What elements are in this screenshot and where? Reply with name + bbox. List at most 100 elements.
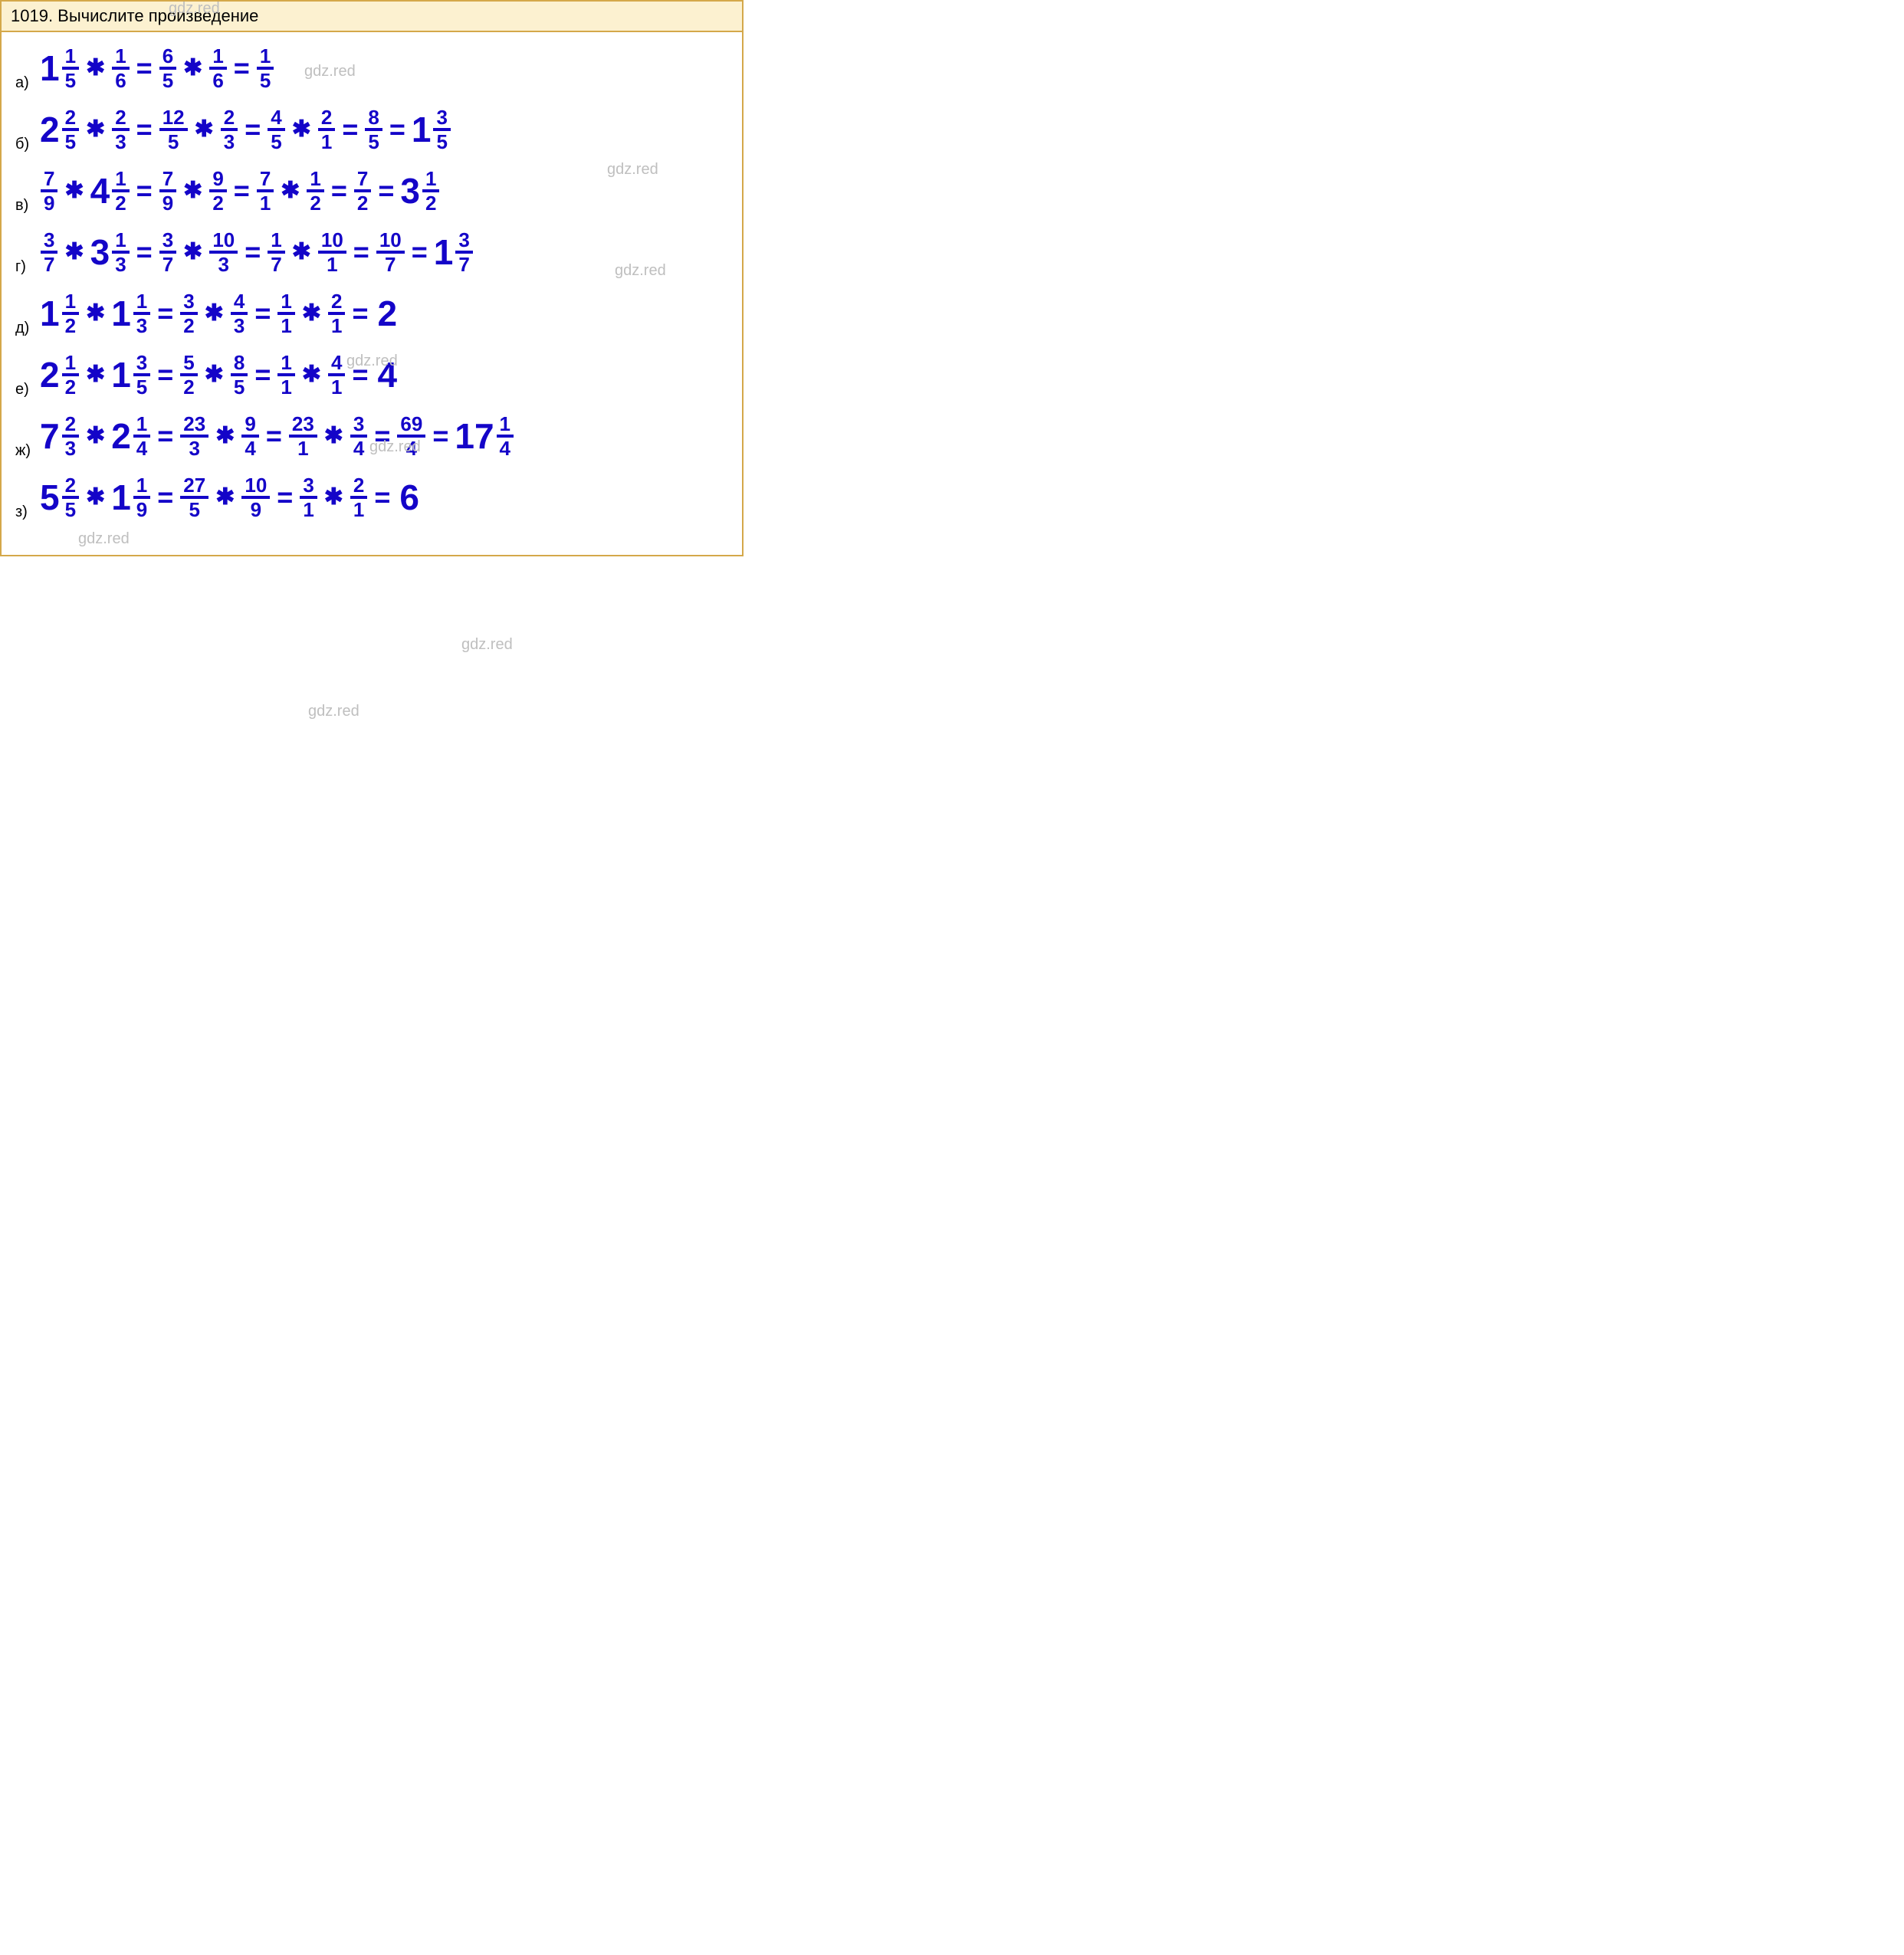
fraction: 12	[422, 169, 439, 213]
equals-op: =	[136, 54, 153, 82]
expression: 212✱135=52✱85=11✱41=4	[40, 353, 397, 397]
expression: 225✱23=125✱23=45✱21=85=135	[40, 107, 451, 152]
equals-op: =	[342, 116, 358, 143]
equals-op: =	[136, 238, 153, 266]
row-label: г)	[15, 258, 34, 276]
fraction: 72	[354, 169, 371, 213]
mixed-number: 112	[40, 291, 80, 336]
fraction: 43	[231, 291, 248, 336]
watermark: gdz.red	[461, 636, 513, 654]
fraction: 37	[41, 230, 57, 274]
fraction: 23	[221, 107, 238, 152]
fraction: 233	[180, 414, 208, 458]
multiply-op: ✱	[86, 363, 105, 386]
expression: 37✱313=37✱103=17✱101=107=137	[40, 230, 474, 274]
fraction: 14	[497, 414, 514, 458]
multiply-op: ✱	[64, 179, 84, 202]
fraction: 231	[289, 414, 317, 458]
fraction: 85	[365, 107, 382, 152]
multiply-op: ✱	[183, 241, 202, 264]
multiply-op: ✱	[86, 425, 105, 448]
equals-op: =	[254, 361, 271, 389]
multiply-op: ✱	[205, 363, 224, 386]
fraction: 12	[62, 353, 79, 397]
expression: 112✱113=32✱43=11✱21=2	[40, 291, 397, 336]
fraction: 125	[159, 107, 188, 152]
mixed-number: 115	[40, 46, 80, 90]
mixed-number: 135	[111, 353, 151, 397]
equals-op: =	[378, 177, 394, 205]
row-label: б)	[15, 136, 34, 153]
row-label: ж)	[15, 442, 34, 460]
expression: 79✱412=79✱92=71✱12=72=312	[40, 169, 440, 213]
fraction: 11	[277, 353, 294, 397]
multiply-op: ✱	[215, 425, 235, 448]
fraction: 65	[159, 46, 176, 90]
fraction: 94	[241, 414, 258, 458]
equation-row: г)37✱313=37✱103=17✱101=107=137	[15, 230, 728, 274]
fraction: 25	[62, 107, 79, 152]
expression: 525✱119=275✱109=31✱21=6	[40, 475, 419, 520]
fraction: 71	[257, 169, 274, 213]
equation-row: а)115✱16=65✱16=15	[15, 46, 728, 90]
fraction: 37	[455, 230, 472, 274]
equation-row: д)112✱113=32✱43=11✱21=2	[15, 291, 728, 336]
watermark: gdz.red	[78, 530, 130, 548]
fraction: 12	[307, 169, 323, 213]
equation-row: б)225✱23=125✱23=45✱21=85=135	[15, 107, 728, 152]
equals-op: =	[157, 300, 173, 327]
fraction: 16	[112, 46, 129, 90]
integer-result: 2	[378, 296, 398, 331]
fraction: 19	[133, 475, 150, 520]
multiply-op: ✱	[86, 118, 105, 141]
equals-op: =	[352, 361, 368, 389]
multiply-op: ✱	[205, 302, 224, 325]
equals-op: =	[254, 300, 271, 327]
equals-op: =	[136, 177, 153, 205]
expression: 115✱16=65✱16=15	[40, 46, 274, 90]
equals-op: =	[353, 238, 369, 266]
fraction: 35	[133, 353, 150, 397]
multiply-op: ✱	[302, 363, 321, 386]
integer-result: 4	[378, 357, 398, 392]
fraction: 15	[62, 46, 79, 90]
multiply-op: ✱	[302, 302, 321, 325]
fraction: 92	[209, 169, 226, 213]
row-label: д)	[15, 320, 34, 337]
equation-row: з)525✱119=275✱109=31✱21=6	[15, 475, 728, 520]
multiply-op: ✱	[86, 486, 105, 509]
equals-op: =	[245, 238, 261, 266]
fraction: 21	[318, 107, 335, 152]
row-label: е)	[15, 381, 34, 399]
equals-op: =	[412, 238, 428, 266]
mixed-number: 225	[40, 107, 80, 152]
equals-op: =	[245, 116, 261, 143]
mixed-number: 212	[40, 353, 80, 397]
fraction: 21	[328, 291, 345, 336]
multiply-op: ✱	[183, 179, 202, 202]
fraction: 16	[209, 46, 226, 90]
watermark: gdz.red	[308, 703, 359, 720]
fraction: 103	[209, 230, 238, 274]
fraction: 79	[159, 169, 176, 213]
mixed-number: 113	[111, 291, 151, 336]
fraction: 25	[62, 475, 79, 520]
multiply-op: ✱	[281, 179, 300, 202]
fraction: 23	[62, 414, 79, 458]
fraction: 694	[397, 414, 425, 458]
fraction: 109	[241, 475, 270, 520]
equation-row: е)212✱135=52✱85=11✱41=4	[15, 353, 728, 397]
fraction: 45	[268, 107, 284, 152]
fraction: 31	[300, 475, 317, 520]
equals-op: =	[157, 422, 173, 450]
fraction: 32	[180, 291, 197, 336]
fraction: 14	[133, 414, 150, 458]
equals-op: =	[234, 54, 250, 82]
fraction: 41	[328, 353, 345, 397]
equation-row: ж)723✱214=233✱94=231✱34=694=1714	[15, 414, 728, 458]
equals-op: =	[374, 484, 390, 511]
mixed-number: 1714	[455, 414, 514, 458]
fraction: 13	[112, 230, 129, 274]
row-label: в)	[15, 197, 34, 215]
equals-op: =	[234, 177, 250, 205]
